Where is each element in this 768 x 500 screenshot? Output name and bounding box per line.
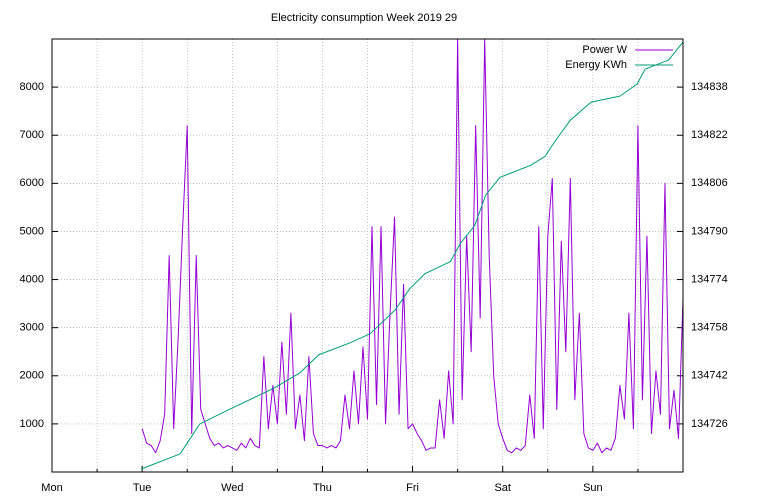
y2-tick-label: 134774	[691, 273, 728, 285]
y-tick-label: 7000	[20, 129, 44, 141]
y2-tick-label: 134806	[691, 177, 728, 189]
y-tick-label: 5000	[20, 225, 44, 237]
x-tick-label: Tue	[133, 482, 152, 494]
y2-tick-label: 134822	[691, 129, 728, 141]
y2-tick-label: 134790	[691, 225, 728, 237]
data-line	[141, 41, 684, 470]
x-tick-label: Thu	[313, 482, 332, 494]
plot-border	[51, 38, 684, 473]
x-tick-label: Sun	[583, 482, 603, 494]
y2-tick-label: 134726	[691, 418, 728, 430]
legend-label: Power W	[582, 44, 627, 56]
legend-label: Energy KWh	[565, 59, 627, 71]
y-tick-label: 1000	[20, 418, 44, 430]
y-tick-label: 2000	[20, 370, 44, 382]
y-tick-label: 3000	[20, 322, 44, 334]
y-tick-label: 6000	[20, 177, 44, 189]
y-tick-label: 8000	[20, 81, 44, 93]
y-tick-label: 4000	[20, 273, 44, 285]
y2-tick-label: 134838	[691, 81, 728, 93]
chart-title: Electricity consumption Week 2019 29	[271, 12, 457, 24]
y2-tick-label: 134758	[691, 322, 728, 334]
x-tick-label: Wed	[221, 482, 243, 494]
x-tick-label: Sat	[494, 482, 511, 494]
y2-tick-label: 134742	[691, 370, 728, 382]
data-line	[141, 38, 684, 454]
x-tick-label: Fri	[406, 482, 419, 494]
x-tick-label: Mon	[41, 482, 62, 494]
